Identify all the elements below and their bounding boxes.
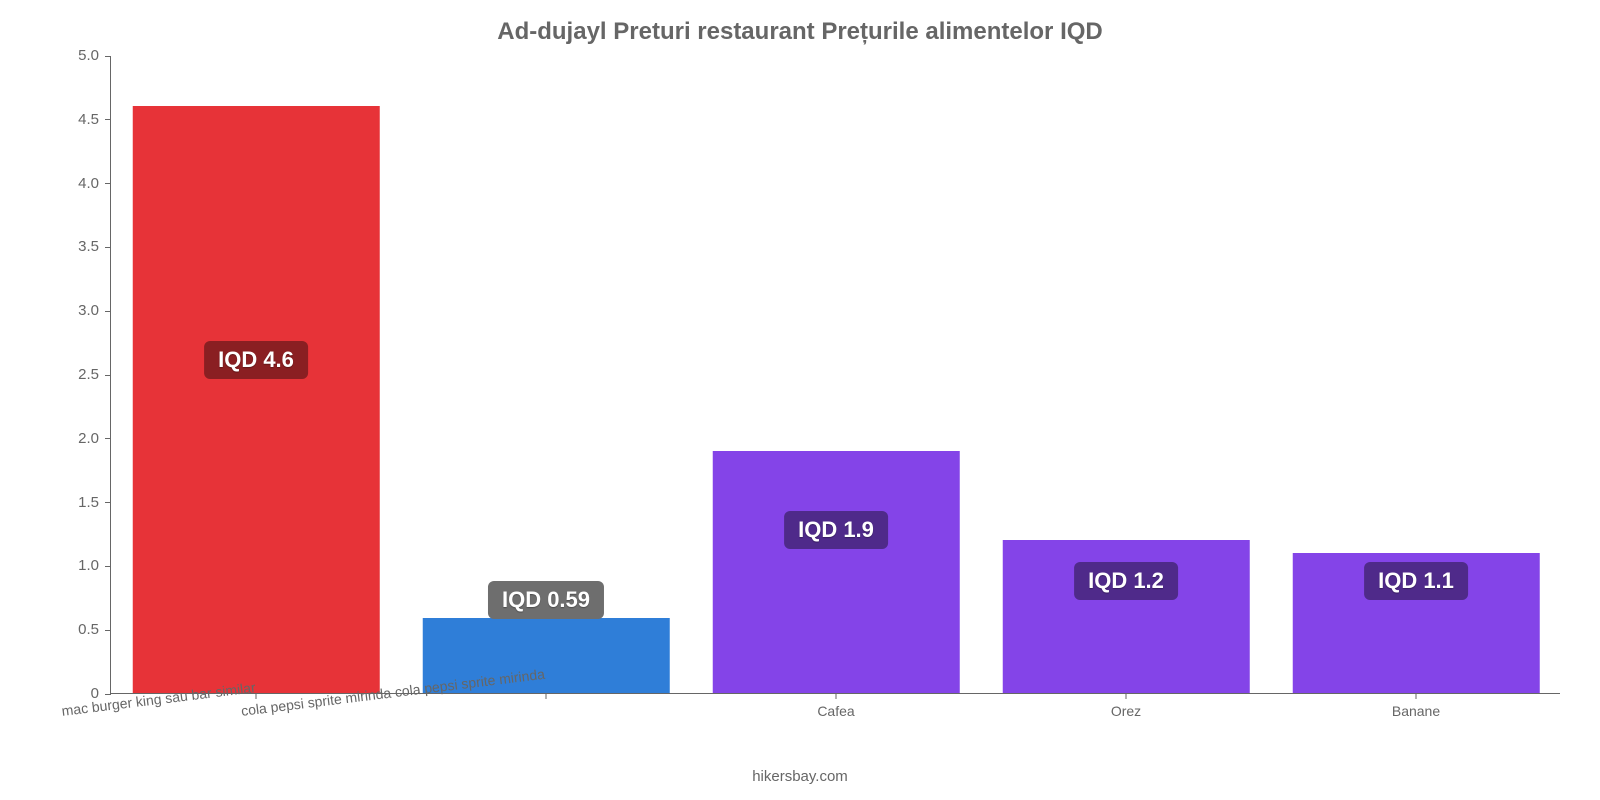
x-tick-label: Orez (1111, 703, 1141, 719)
bar-slot: IQD 4.6mac burger king sau bar similar (111, 56, 401, 693)
attribution-text: hikersbay.com (0, 768, 1600, 785)
chart-title: Ad-dujayl Preturi restaurant Prețurile a… (0, 0, 1600, 46)
value-badge: IQD 0.59 (488, 581, 604, 619)
bar-slot: IQD 1.9Cafea (691, 56, 981, 693)
x-tick-label: Cafea (817, 703, 854, 719)
plot-area: 00.51.01.52.02.53.03.54.04.55.0 IQD 4.6m… (110, 56, 1560, 694)
y-tick-label: 4.5 (78, 111, 99, 128)
bar-slot: IQD 0.59cola pepsi sprite mirinda cola p… (401, 56, 691, 693)
x-tick-mark (546, 693, 547, 699)
x-tick-mark (836, 693, 837, 699)
y-tick-mark (105, 694, 111, 695)
y-tick-label: 2.0 (78, 430, 99, 447)
value-badge: IQD 4.6 (204, 341, 308, 379)
y-tick-label: 5.0 (78, 47, 99, 64)
value-badge: IQD 1.1 (1364, 562, 1468, 600)
y-tick-label: 2.5 (78, 366, 99, 383)
bar-slot: IQD 1.1Banane (1271, 56, 1561, 693)
value-badge: IQD 1.2 (1074, 562, 1178, 600)
bars-group: IQD 4.6mac burger king sau bar similarIQ… (111, 56, 1560, 693)
x-tick-mark (1416, 693, 1417, 699)
bar (133, 106, 380, 693)
chart-container: 00.51.01.52.02.53.03.54.04.55.0 IQD 4.6m… (0, 56, 1600, 800)
y-tick-label: 0.5 (78, 621, 99, 638)
y-tick-label: 1.0 (78, 557, 99, 574)
y-tick-label: 3.5 (78, 238, 99, 255)
bar-slot: IQD 1.2Orez (981, 56, 1271, 693)
y-tick-label: 4.0 (78, 175, 99, 192)
x-tick-label: Banane (1392, 703, 1440, 719)
x-tick-mark (1126, 693, 1127, 699)
y-tick-label: 1.5 (78, 494, 99, 511)
y-tick-label: 3.0 (78, 302, 99, 319)
value-badge: IQD 1.9 (784, 511, 888, 549)
bar (713, 451, 960, 693)
